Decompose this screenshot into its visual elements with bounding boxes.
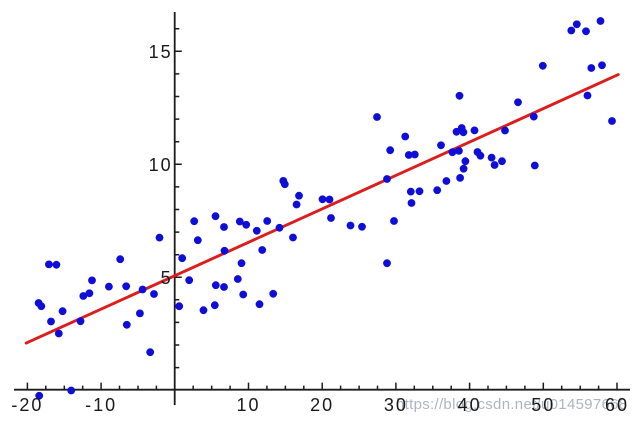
svg-text:10: 10 [149, 155, 173, 175]
svg-text:-10: -10 [85, 395, 117, 415]
svg-text:https://blog.csdn.net/u0145976: https://blog.csdn.net/u014597668 [396, 396, 627, 413]
svg-text:10: 10 [236, 395, 260, 415]
svg-text:50: 50 [531, 395, 555, 415]
svg-text:20: 20 [310, 395, 334, 415]
svg-text:40: 40 [458, 395, 482, 415]
svg-text:30: 30 [384, 395, 408, 415]
svg-text:15: 15 [149, 42, 173, 62]
svg-text:5: 5 [161, 268, 173, 288]
svg-text:60: 60 [605, 395, 629, 415]
svg-text:-20: -20 [11, 395, 43, 415]
